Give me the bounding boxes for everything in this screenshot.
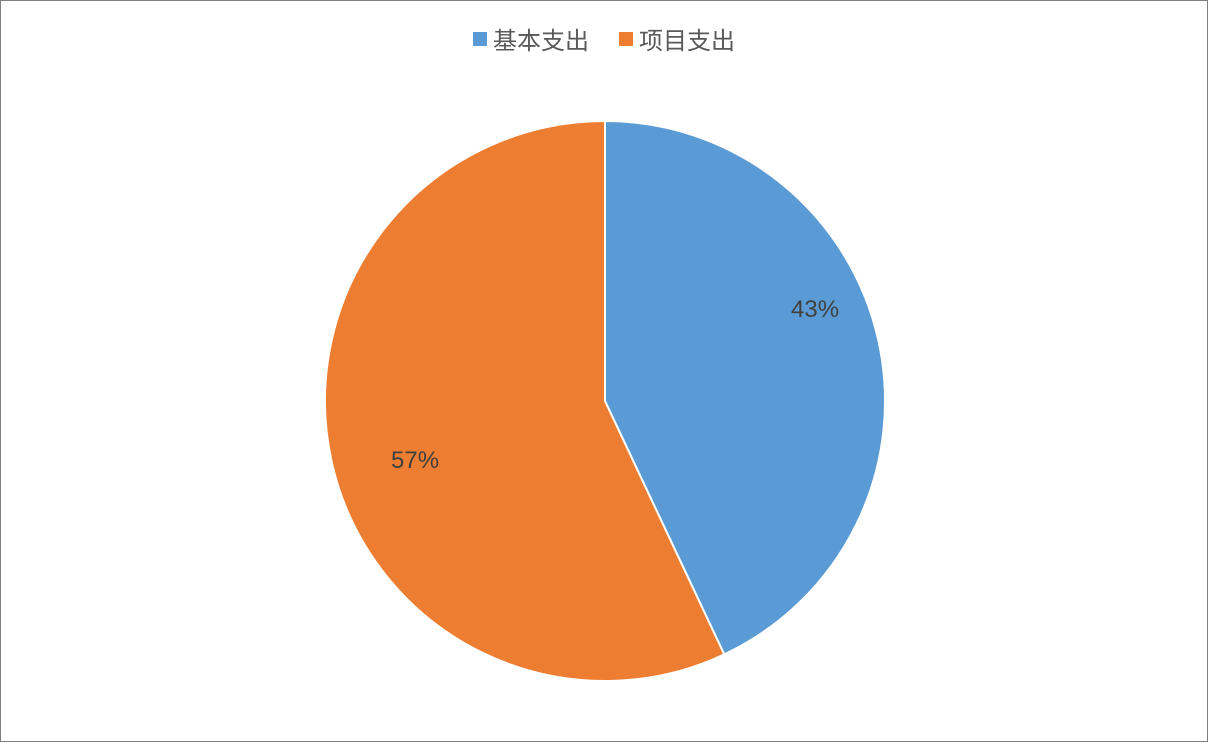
pie-chart-svg bbox=[1, 1, 1208, 743]
data-label-1: 57% bbox=[391, 447, 439, 475]
data-label-0: 43% bbox=[791, 296, 839, 324]
pie-chart-container: 基本支出 项目支出 43% 57% bbox=[0, 0, 1208, 742]
